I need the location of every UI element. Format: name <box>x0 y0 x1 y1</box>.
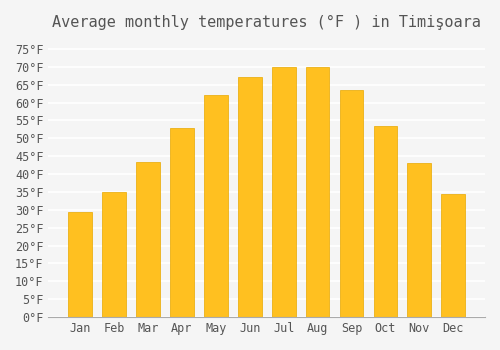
Bar <box>68 212 92 317</box>
Bar <box>272 67 295 317</box>
Bar <box>374 126 398 317</box>
Bar <box>408 163 431 317</box>
Bar <box>102 192 126 317</box>
Bar <box>204 95 228 317</box>
Bar <box>340 90 363 317</box>
Bar <box>170 127 194 317</box>
Bar <box>442 194 465 317</box>
Title: Average monthly temperatures (°F ) in Timişoara: Average monthly temperatures (°F ) in Ti… <box>52 15 481 30</box>
Bar <box>136 162 160 317</box>
Bar <box>238 77 262 317</box>
Bar <box>306 67 330 317</box>
